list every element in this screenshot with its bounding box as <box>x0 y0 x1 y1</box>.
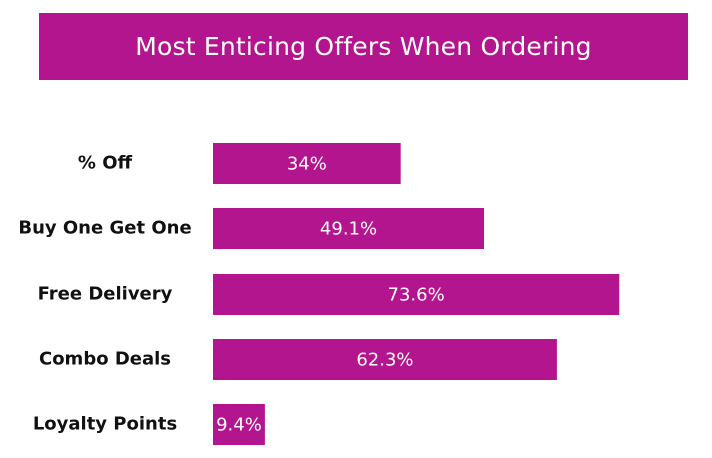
bar-4 <box>213 404 265 445</box>
bar-3 <box>213 339 557 380</box>
category-label-4: Loyalty Points <box>33 414 177 435</box>
category-label-2: Free Delivery <box>38 284 173 305</box>
bar-1 <box>213 208 485 249</box>
bar-0 <box>213 143 401 184</box>
bar-2 <box>213 274 620 315</box>
value-label-4: 9.4% <box>216 415 262 436</box>
value-label-0: 34% <box>287 154 327 175</box>
category-label-1: Buy One Get One <box>18 218 191 239</box>
title-banner: Most Enticing Offers When Ordering <box>39 13 688 80</box>
category-label-3: Combo Deals <box>39 349 171 370</box>
category-label-0: % Off <box>78 153 133 174</box>
chart-title: Most Enticing Offers When Ordering <box>135 32 592 61</box>
value-label-1: 49.1% <box>320 219 377 240</box>
value-label-3: 62.3% <box>356 350 413 371</box>
value-label-2: 73.6% <box>388 285 445 306</box>
